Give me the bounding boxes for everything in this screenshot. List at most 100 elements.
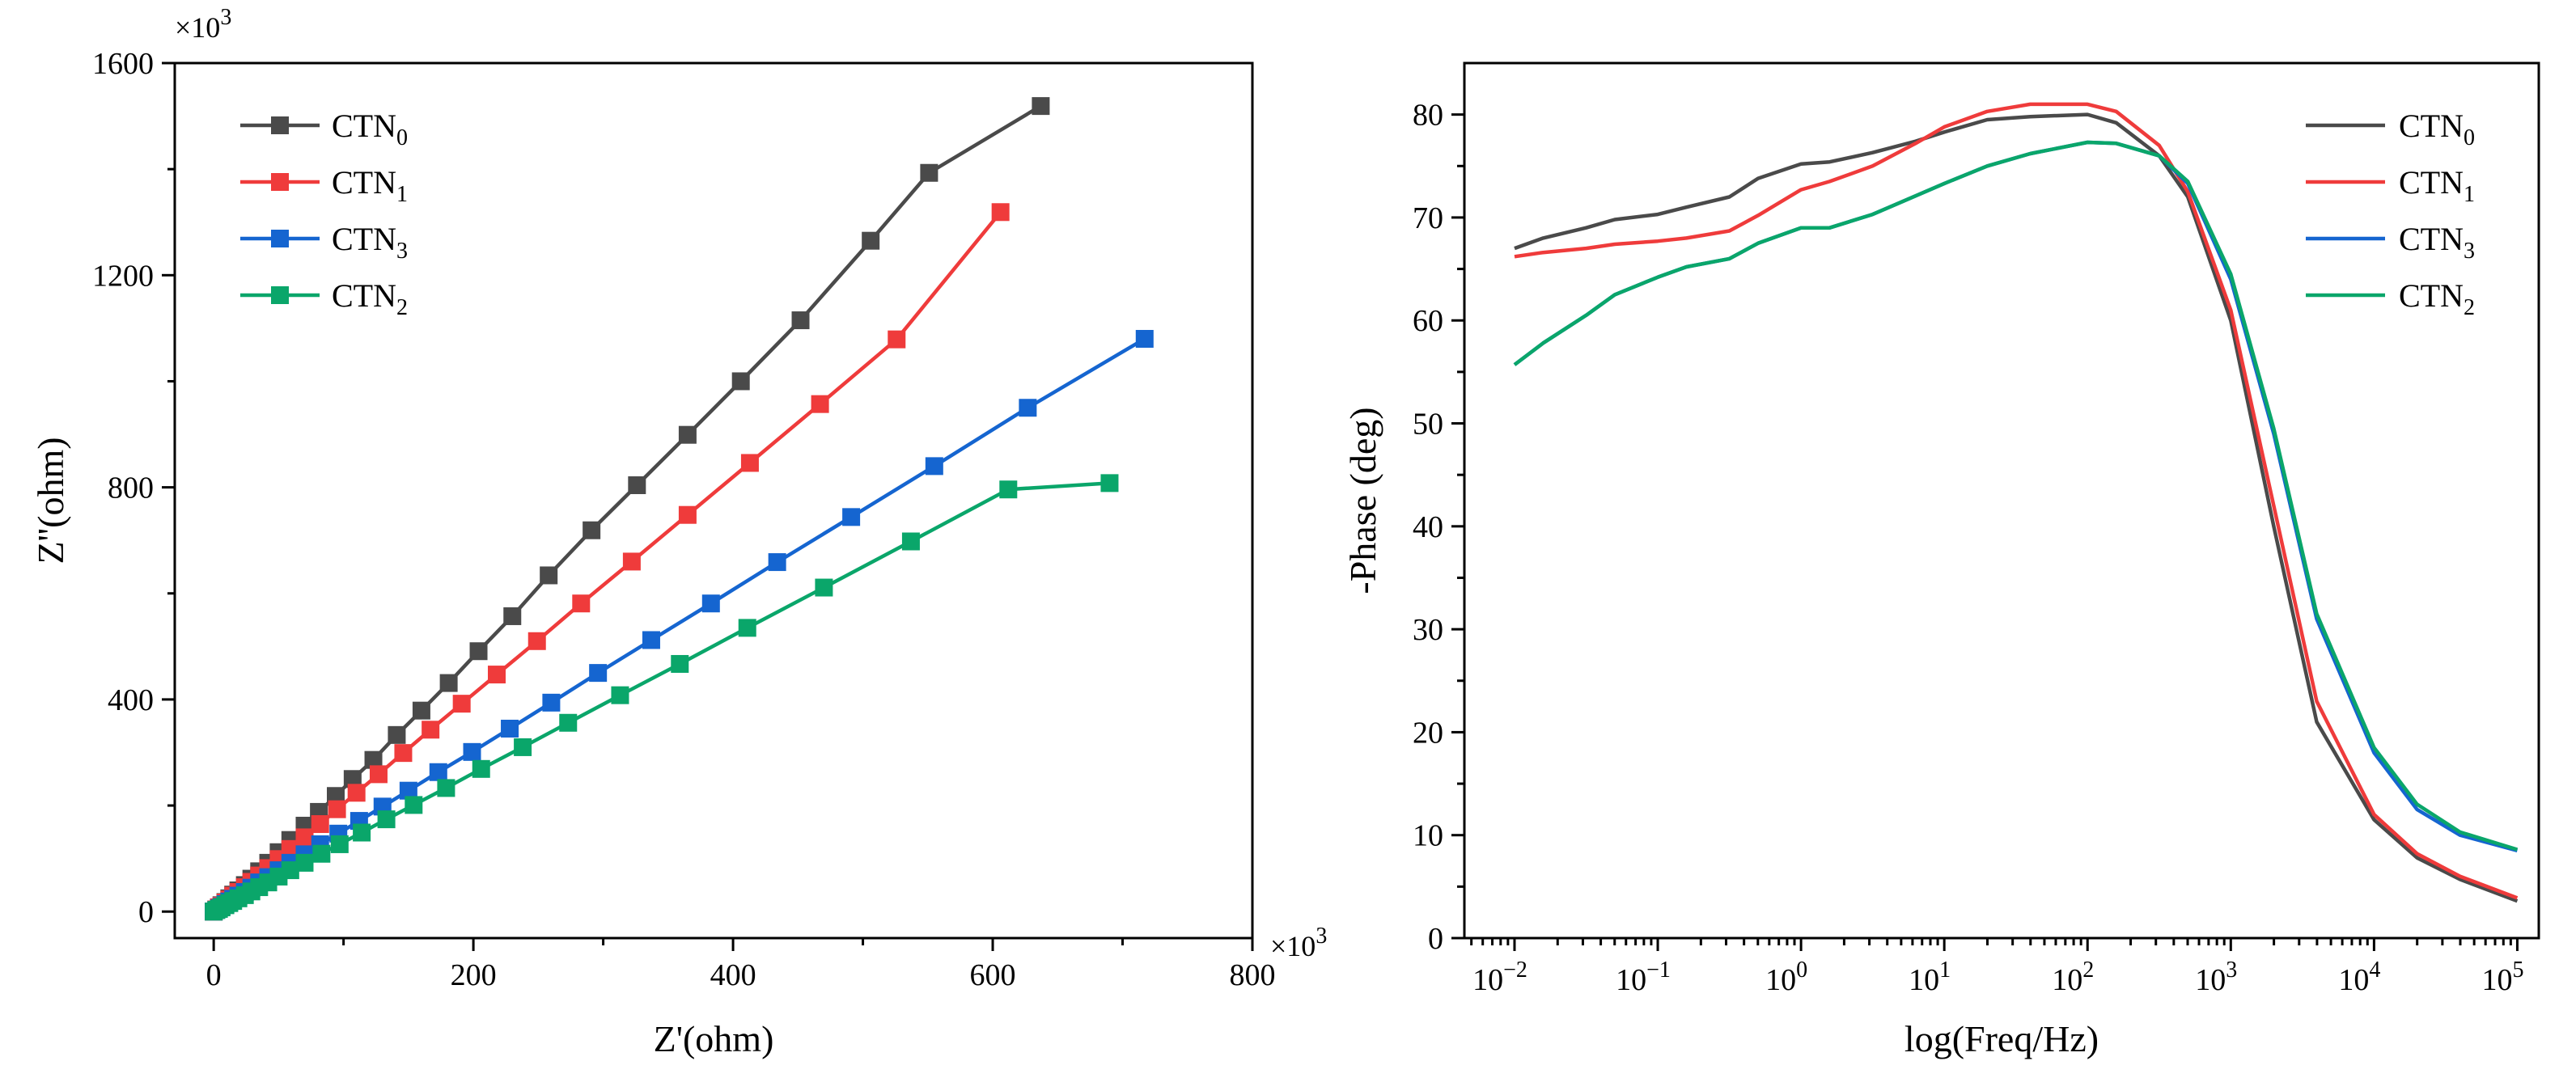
- data-point-CTN2: [901, 532, 920, 551]
- y-tick-label: 80: [1413, 99, 1443, 133]
- x-multiplier-base: ×10: [1270, 930, 1316, 962]
- x-tick-label-base: 10: [1909, 963, 1939, 997]
- legend-marker-CTN0: [271, 116, 289, 134]
- data-point-CTN0: [1032, 97, 1050, 116]
- legend-label-CTN1-subscript: 1: [2464, 182, 2475, 207]
- legend-label-CTN2-base: CTN: [332, 277, 396, 314]
- legend-label-CTN0: CTN0: [332, 108, 408, 150]
- data-point-CTN2: [815, 578, 833, 597]
- data-point-CTN3: [1135, 329, 1154, 348]
- legend-label-CTN2-subscript: 2: [396, 295, 408, 320]
- legend-label-CTN0-subscript: 0: [396, 125, 408, 150]
- series-line-CTN0: [1514, 112, 2519, 903]
- legend-label-CTN2: CTN2: [2399, 277, 2475, 320]
- legend-label-CTN3: CTN3: [2399, 221, 2475, 264]
- data-point-CTN3: [399, 781, 417, 800]
- data-point-CTN2: [353, 823, 371, 842]
- data-point-CTN1: [487, 666, 506, 684]
- data-point-CTN3: [542, 693, 561, 712]
- y-axis-title: Z''(ohm): [30, 437, 71, 564]
- x-tick-label-exponent: 4: [2369, 958, 2380, 983]
- x-multiplier: ×103: [1270, 924, 1327, 962]
- x-tick-label: 200: [451, 958, 497, 992]
- x-tick-label: 400: [710, 958, 756, 992]
- data-point-CTN2: [281, 861, 299, 880]
- x-tick-label-exponent: 5: [2512, 958, 2523, 983]
- data-point-CTN1: [888, 330, 906, 349]
- y-tick-label: 800: [108, 471, 154, 505]
- legend-label-CTN2: CTN2: [332, 277, 408, 320]
- x-tick-label-exponent: −2: [1503, 958, 1527, 983]
- y-tick-label: 0: [1428, 922, 1443, 956]
- y-multiplier-exponent: 3: [220, 5, 231, 30]
- x-tick-label: 105: [2481, 958, 2523, 997]
- data-point-CTN2: [330, 835, 349, 853]
- data-point-CTN3: [429, 763, 447, 781]
- x-tick-label-exponent: 1: [1939, 958, 1951, 983]
- x-tick-label-base: 10: [2338, 963, 2369, 997]
- data-point-CTN1: [281, 839, 299, 858]
- data-point-CTN1: [572, 594, 591, 613]
- y-tick-label: 60: [1413, 304, 1443, 338]
- data-point-CTN3: [463, 742, 481, 761]
- data-point-CTN2: [738, 619, 756, 637]
- data-point-CTN2: [472, 759, 490, 778]
- y-tick-label: 1200: [92, 259, 154, 293]
- data-point-CTN2: [1100, 474, 1119, 492]
- data-point-CTN2: [377, 810, 396, 829]
- x-tick-label: 101: [1909, 958, 1951, 997]
- legend-label-CTN0-base: CTN: [2399, 108, 2464, 144]
- x-tick-label: 100: [1765, 958, 1807, 997]
- series-CTN3: [205, 329, 1154, 921]
- data-point-CTN3: [842, 508, 861, 526]
- legend-label-CTN3-base: CTN: [2399, 221, 2464, 257]
- data-point-CTN0: [388, 725, 406, 744]
- x-axis-title: Z'(ohm): [654, 1018, 774, 1059]
- data-point-CTN1: [347, 784, 366, 802]
- legend-label-CTN2-base: CTN: [2399, 277, 2464, 314]
- y-tick-label: 400: [108, 683, 154, 717]
- legend-label-CTN1-subscript: 1: [396, 182, 408, 207]
- legend-label-CTN1-base: CTN: [2399, 164, 2464, 201]
- data-point-CTN0: [439, 674, 458, 692]
- data-point-CTN0: [628, 476, 646, 494]
- data-point-CTN2: [312, 844, 331, 863]
- x-tick-label-exponent: −1: [1646, 958, 1671, 983]
- legend-label-CTN2-subscript: 2: [2464, 295, 2475, 320]
- data-point-CTN1: [311, 815, 329, 834]
- data-point-CTN1: [678, 505, 697, 524]
- plot-frame: [1463, 61, 2540, 940]
- legend-label-CTN3-base: CTN: [332, 221, 396, 257]
- x-multiplier-exponent: 3: [1316, 924, 1327, 949]
- data-point-CTN1: [740, 454, 759, 472]
- data-point-CTN2: [671, 654, 689, 673]
- x-tick-label: 103: [2195, 958, 2237, 997]
- y-axis-title: -Phase (deg): [1342, 407, 1383, 594]
- data-point-CTN2: [295, 853, 314, 872]
- legend-label-CTN3: CTN3: [332, 221, 408, 264]
- y-tick-label: 30: [1413, 613, 1443, 647]
- plot-frame: [173, 61, 1254, 940]
- data-point-CTN0: [503, 607, 522, 625]
- data-point-CTN1: [811, 395, 829, 413]
- data-point-CTN1: [394, 744, 413, 763]
- x-tick-label: 10−2: [1472, 958, 1527, 997]
- data-point-CTN1: [295, 828, 314, 847]
- legend-marker-CTN1: [271, 173, 289, 191]
- x-tick-label-exponent: 0: [1796, 958, 1807, 983]
- data-point-CTN1: [328, 800, 346, 818]
- data-point-CTN0: [791, 311, 810, 330]
- data-point-CTN2: [437, 779, 455, 797]
- data-point-CTN0: [583, 521, 601, 539]
- data-point-CTN1: [622, 552, 641, 571]
- data-point-CTN0: [862, 231, 880, 250]
- x-tick-label-base: 10: [2481, 963, 2512, 997]
- data-point-CTN0: [540, 566, 558, 585]
- x-tick-label-base: 10: [1616, 963, 1646, 997]
- data-point-CTN0: [678, 425, 697, 444]
- data-point-CTN2: [514, 738, 532, 756]
- data-point-CTN3: [768, 553, 786, 572]
- data-point-CTN2: [611, 686, 629, 704]
- x-tick-label-exponent: 2: [2082, 958, 2094, 983]
